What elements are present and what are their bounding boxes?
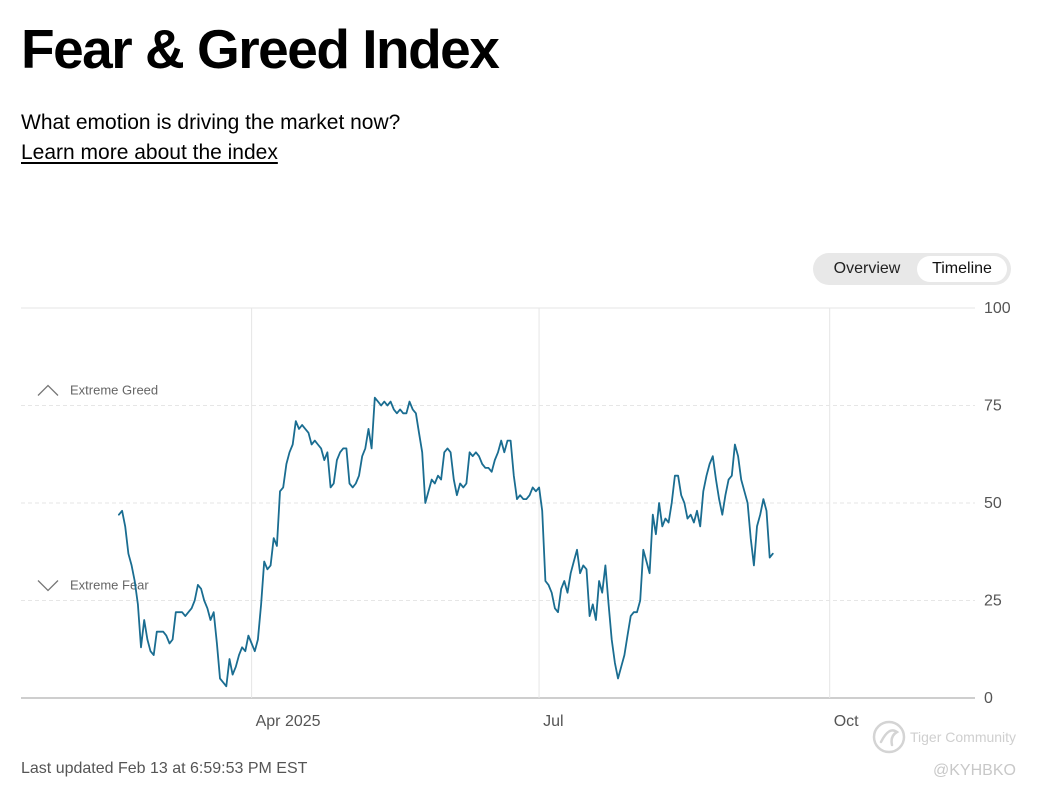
- y-tick-label: 0: [984, 690, 993, 707]
- series-line-fear-greed: [118, 396, 774, 688]
- band-label: Extreme Greed: [70, 383, 158, 398]
- tiger-logo-icon: [872, 720, 906, 754]
- tiger-watermark: Tiger Community: [870, 718, 1020, 756]
- y-tick-label: 100: [984, 300, 1011, 317]
- x-tick-label: Apr 2025: [256, 713, 321, 730]
- x-tick-label: Oct: [834, 713, 859, 730]
- x-tick-label: Jul: [543, 713, 563, 730]
- last-updated: Last updated Feb 13 at 6:59:53 PM EST: [21, 760, 308, 777]
- learn-more-link[interactable]: Learn more about the index: [21, 141, 278, 164]
- band-label: Extreme Fear: [70, 578, 149, 593]
- page-title: Fear & Greed Index: [21, 18, 500, 80]
- overview-tab[interactable]: Overview: [833, 260, 901, 277]
- y-tick-label: 25: [984, 593, 1002, 610]
- page-subtitle: What emotion is driving the market now?: [21, 111, 401, 134]
- chevron-down-icon: [37, 580, 59, 592]
- view-toggle: Overview Timeline: [813, 253, 1011, 285]
- tiger-watermark-text: Tiger Community: [910, 729, 1017, 745]
- timeline-tab[interactable]: Timeline: [917, 256, 1007, 282]
- y-tick-label: 50: [984, 495, 1002, 512]
- y-tick-label: 75: [984, 398, 1002, 415]
- handle-watermark: @KYHBKO: [933, 762, 1016, 779]
- chevron-up-icon: [37, 384, 59, 396]
